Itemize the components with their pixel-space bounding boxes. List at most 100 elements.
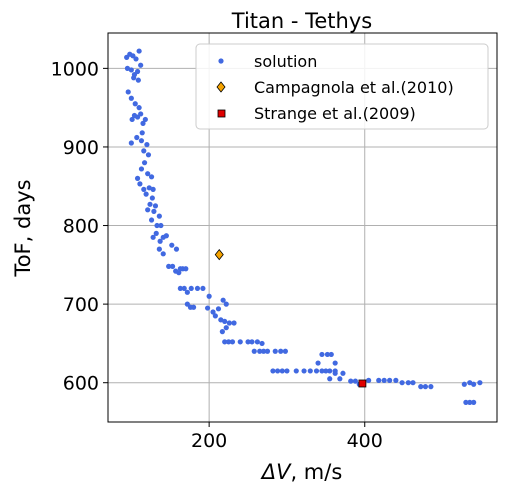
solution-point xyxy=(128,140,134,146)
y-axis-label: ToF, days xyxy=(11,179,35,277)
legend-marker-strange xyxy=(217,109,226,118)
solution-point xyxy=(138,138,145,144)
solution-point xyxy=(323,368,329,374)
solution-point xyxy=(134,68,141,75)
solution-point xyxy=(148,174,155,180)
plot-frame xyxy=(107,32,498,423)
solution-point xyxy=(156,246,162,252)
solution-point xyxy=(272,348,278,354)
solution-point xyxy=(307,368,313,374)
solution-point xyxy=(131,75,137,81)
solution-point xyxy=(124,65,131,71)
legend-label-strange: Strange et al.(2009) xyxy=(254,104,416,123)
legend: solution Campagnola et al.(2010) Strange… xyxy=(195,43,489,130)
solution-point xyxy=(471,381,477,387)
solution-point xyxy=(150,186,156,192)
solution-point xyxy=(129,116,135,123)
solution-point xyxy=(149,195,155,201)
solution-point xyxy=(176,270,182,276)
solution-point xyxy=(257,348,263,354)
strange-point xyxy=(358,379,367,388)
solution-point xyxy=(259,340,265,347)
scatter-points xyxy=(124,48,483,405)
solution-point xyxy=(225,339,232,345)
solution-point xyxy=(328,351,334,358)
y-tick-label: 900 xyxy=(63,137,99,159)
solution-point xyxy=(147,201,153,207)
y-tick-label: 1000 xyxy=(51,58,99,80)
solution-point xyxy=(210,309,216,315)
solution-point xyxy=(133,56,139,62)
solution-point xyxy=(181,285,187,292)
reference-points xyxy=(214,248,367,388)
solution-point xyxy=(226,320,232,326)
solution-point xyxy=(145,171,151,177)
solution-point xyxy=(315,360,321,366)
solution-point xyxy=(237,339,243,345)
solution-point xyxy=(152,203,159,209)
x-axis-label-unit: , m/s xyxy=(290,460,342,484)
solution-point xyxy=(154,222,160,229)
solution-point xyxy=(428,384,434,390)
solution-point xyxy=(301,368,307,374)
solution-point xyxy=(282,348,288,354)
solution-point xyxy=(220,297,226,303)
solution-point xyxy=(166,263,172,269)
solution-point xyxy=(279,368,285,374)
solution-point xyxy=(270,368,276,374)
solution-point xyxy=(206,293,212,299)
solution-point xyxy=(223,325,229,331)
solution-point xyxy=(313,368,320,374)
solution-point xyxy=(231,320,237,326)
solution-point xyxy=(150,234,156,240)
solution-point xyxy=(138,62,144,68)
solution-point xyxy=(463,399,469,405)
solution-point xyxy=(143,191,149,197)
solution-point xyxy=(148,217,155,223)
solution-point xyxy=(467,399,473,405)
solution-point xyxy=(471,399,477,405)
solution-point xyxy=(340,370,346,376)
solution-point xyxy=(128,95,134,101)
solution-point xyxy=(284,368,290,374)
solution-point xyxy=(251,348,257,354)
solution-point xyxy=(245,339,251,345)
solution-point xyxy=(327,368,333,374)
solution-point xyxy=(169,263,176,269)
solution-point xyxy=(477,380,483,386)
solution-point xyxy=(352,378,359,384)
solution-point xyxy=(141,148,147,154)
solution-point xyxy=(157,238,163,244)
solution-point xyxy=(146,185,152,191)
solution-point xyxy=(387,377,393,383)
solution-point xyxy=(151,208,157,214)
solution-point xyxy=(261,348,267,354)
solution-point xyxy=(223,301,229,307)
legend-label-solution: solution xyxy=(254,52,317,71)
solution-point xyxy=(134,134,140,141)
legend-label-campagnola: Campagnola et al.(2010) xyxy=(254,78,454,97)
solution-point xyxy=(467,380,473,386)
solution-point xyxy=(190,304,197,310)
solution-point xyxy=(222,339,228,345)
solution-point xyxy=(381,377,387,383)
solution-point xyxy=(264,348,271,354)
solution-point xyxy=(145,152,152,158)
solution-point xyxy=(410,380,416,386)
y-tick-label: 700 xyxy=(63,294,99,316)
solution-point xyxy=(158,222,164,229)
solution-point xyxy=(141,160,148,166)
legend-box xyxy=(195,43,489,130)
solution-point xyxy=(177,285,183,292)
y-tick-label: 600 xyxy=(63,373,99,395)
solution-point xyxy=(153,230,159,236)
solution-point xyxy=(163,233,169,239)
solution-point xyxy=(215,306,222,312)
solution-point xyxy=(144,141,150,148)
solution-point xyxy=(173,246,180,252)
solution-point xyxy=(125,89,131,95)
solution-point xyxy=(160,251,166,257)
solution-point xyxy=(156,213,162,219)
x-axis-ticks: 200 400 xyxy=(191,422,383,452)
solution-point xyxy=(337,376,343,382)
